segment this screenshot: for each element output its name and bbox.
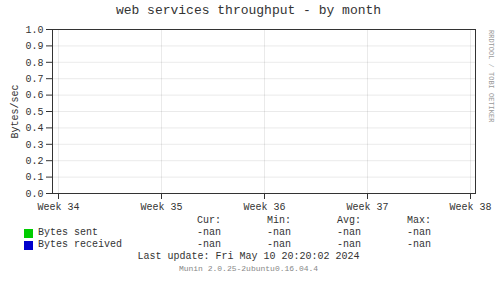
- html-text:RRDTOOL / TOBI OETIKER: RRDTOOL / TOBI OETIKER: [487, 30, 495, 123]
- svg-text:0.2: 0.2: [25, 156, 43, 167]
- svg-text:0.9: 0.9: [25, 41, 43, 52]
- svg-text:Week 35: Week 35: [140, 202, 182, 213]
- html-text:Cur:: Cur:: [197, 215, 221, 226]
- svg-text:1.0: 1.0: [25, 25, 43, 36]
- html-text:-nan: -nan: [197, 227, 221, 238]
- html-text:-nan: -nan: [407, 239, 431, 250]
- html-text:Avg:: Avg:: [337, 215, 361, 226]
- html-text:Min:: Min:: [267, 215, 291, 226]
- html-text:Bytes sent: Bytes sent: [38, 227, 98, 238]
- html-text:-nan: -nan: [337, 227, 361, 238]
- html-text:-nan: -nan: [267, 227, 291, 238]
- html-text:-nan: -nan: [267, 239, 291, 250]
- html-text:Last update: Fri May 10 20:20:: Last update: Fri May 10 20:20:02 2024: [137, 251, 360, 262]
- svg-text:0.7: 0.7: [25, 74, 43, 85]
- svg-text:0.4: 0.4: [25, 123, 43, 134]
- html-text:Max:: Max:: [407, 215, 431, 226]
- svg-text:0.6: 0.6: [25, 90, 43, 101]
- svg-text:0.1: 0.1: [25, 172, 43, 183]
- svg-text:0.3: 0.3: [25, 140, 43, 151]
- html-text:Munin 2.0.25-2ubuntu0.16.04.4: Munin 2.0.25-2ubuntu0.16.04.4: [178, 264, 319, 273]
- svg-text:Week 36: Week 36: [243, 202, 285, 213]
- html-text:web services throughput - by m: web services throughput - by month: [115, 3, 382, 18]
- svg-text:Bytes/sec: Bytes/sec: [10, 84, 21, 138]
- html-text:-nan: -nan: [407, 227, 431, 238]
- html-text:-nan: -nan: [337, 239, 361, 250]
- svg-text:Week 37: Week 37: [346, 202, 388, 213]
- html-text:-nan: -nan: [197, 239, 221, 250]
- svg-text:Week 38: Week 38: [449, 202, 491, 213]
- svg-text:Week 34: Week 34: [37, 202, 79, 213]
- svg-text:0.8: 0.8: [25, 58, 43, 69]
- html-text:Bytes received: Bytes received: [38, 239, 122, 250]
- svg-text:0.0: 0.0: [25, 189, 43, 200]
- svg-text:0.5: 0.5: [25, 107, 43, 118]
